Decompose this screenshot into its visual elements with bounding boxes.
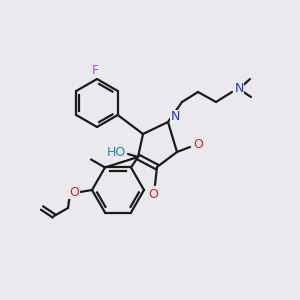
Text: F: F <box>92 64 99 76</box>
Text: N: N <box>170 110 180 124</box>
Text: O: O <box>148 188 158 200</box>
Text: N: N <box>234 82 244 95</box>
Text: O: O <box>193 137 203 151</box>
Text: HO: HO <box>106 146 126 160</box>
Text: O: O <box>69 185 79 199</box>
